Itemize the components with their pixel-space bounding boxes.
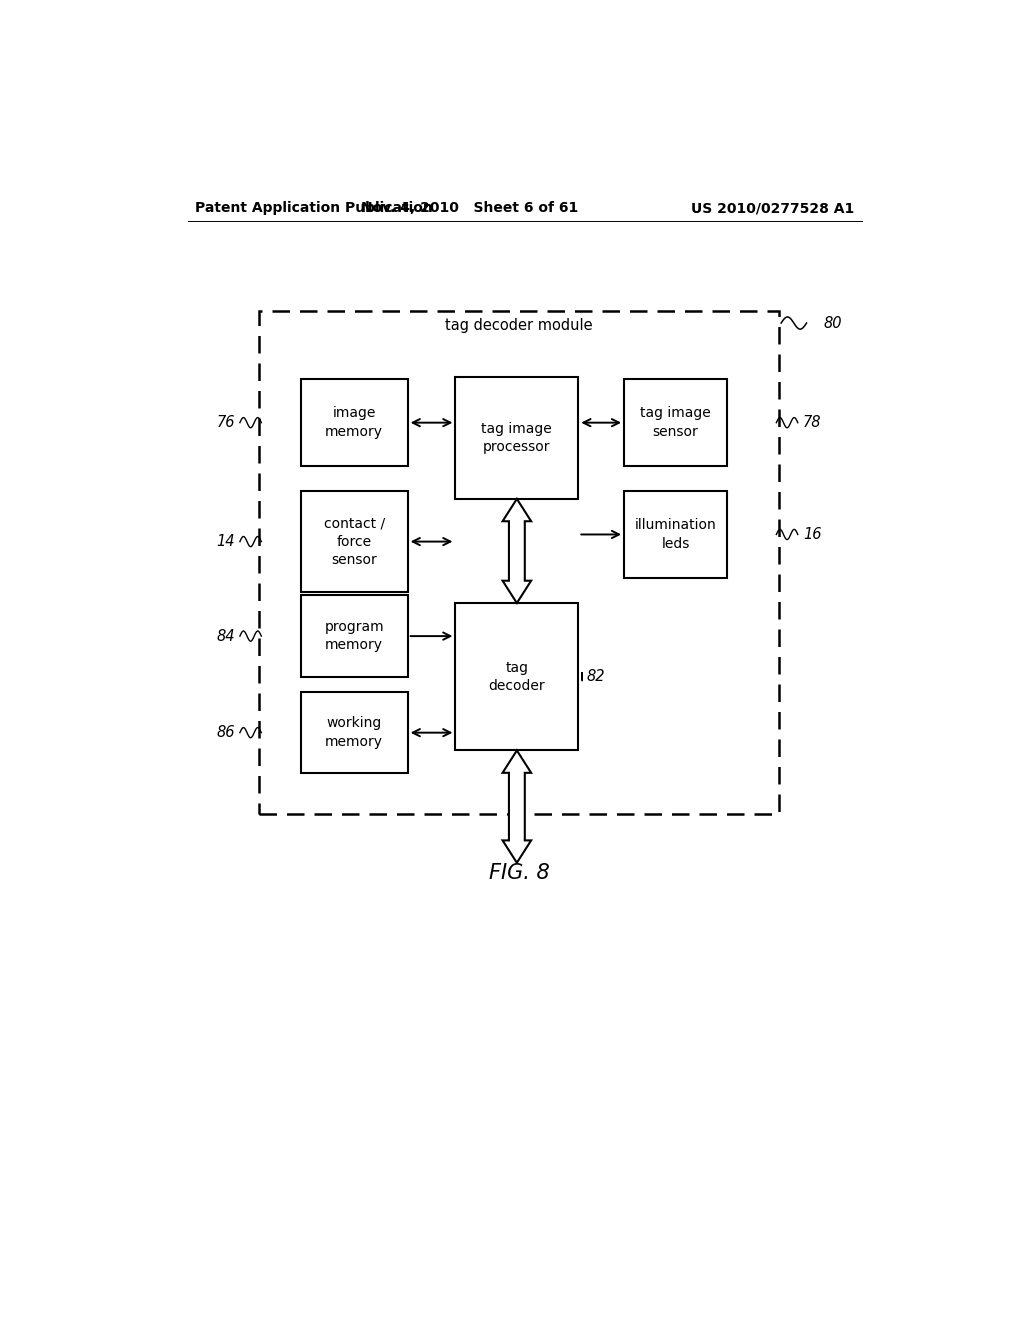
Bar	[301, 491, 408, 593]
Polygon shape	[503, 499, 531, 603]
Text: program
memory: program memory	[325, 620, 384, 652]
Text: tag
decoder: tag decoder	[488, 660, 545, 693]
Text: contact /
force
sensor: contact / force sensor	[324, 516, 385, 568]
Text: FIG. 8: FIG. 8	[488, 863, 550, 883]
Text: tag image
sensor: tag image sensor	[640, 407, 711, 438]
Text: 82: 82	[587, 669, 605, 684]
Text: 84: 84	[216, 628, 234, 644]
Text: tag image
processor: tag image processor	[481, 421, 552, 454]
Text: image
memory: image memory	[326, 407, 383, 438]
Text: 86: 86	[216, 725, 234, 741]
Bar	[624, 379, 727, 466]
Text: tag decoder module: tag decoder module	[445, 318, 593, 333]
Bar	[259, 312, 778, 814]
Bar	[301, 379, 408, 466]
Text: 16: 16	[803, 527, 821, 543]
Text: Nov. 4, 2010   Sheet 6 of 61: Nov. 4, 2010 Sheet 6 of 61	[360, 201, 578, 215]
Text: illumination
leds: illumination leds	[635, 519, 717, 550]
Text: working
memory: working memory	[326, 717, 383, 748]
Bar	[301, 595, 408, 677]
Bar	[456, 603, 579, 751]
Text: US 2010/0277528 A1: US 2010/0277528 A1	[691, 201, 854, 215]
Text: 80: 80	[823, 315, 842, 330]
Bar	[456, 378, 579, 499]
Text: 76: 76	[216, 416, 234, 430]
Text: Patent Application Publication: Patent Application Publication	[196, 201, 433, 215]
Bar	[624, 491, 727, 578]
Bar	[301, 692, 408, 774]
Text: 14: 14	[216, 535, 234, 549]
Polygon shape	[503, 751, 531, 863]
Text: 78: 78	[803, 416, 821, 430]
